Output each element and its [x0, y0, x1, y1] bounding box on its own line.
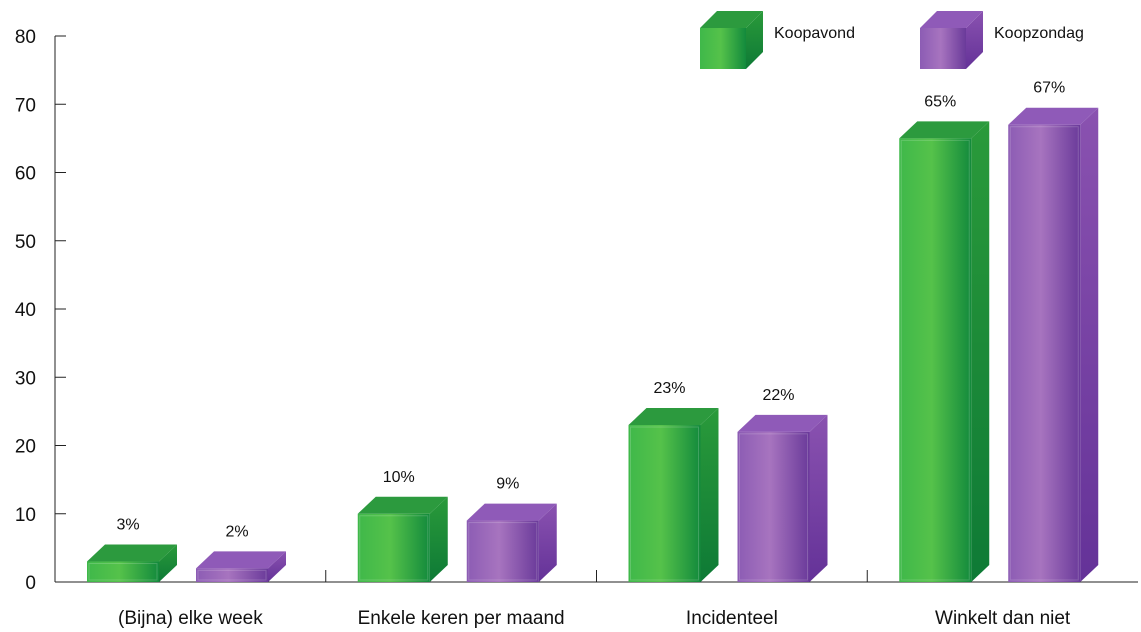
category-label: (Bijna) elke week	[118, 608, 263, 629]
legend-swatch	[700, 28, 746, 69]
legend-swatch-side	[966, 11, 983, 69]
bar-side	[700, 408, 719, 582]
legend-swatch-top	[700, 11, 763, 28]
bar-koopzondag-2	[737, 414, 828, 582]
bar-edge	[630, 426, 699, 581]
bar-side	[159, 544, 177, 582]
legend-swatch-side	[746, 11, 763, 69]
y-tick-label: 50	[15, 232, 36, 253]
category-labels: (Bijna) elke week Enkele keren per maand I…	[118, 608, 1071, 629]
bar-side	[538, 503, 557, 582]
bar-front	[466, 520, 539, 582]
category-label: Winkelt dan niet	[935, 608, 1071, 629]
data-label: 2%	[225, 523, 248, 540]
bar-front	[628, 425, 701, 582]
category-label: Enkele keren per maand	[358, 608, 565, 629]
y-tick-label: 60	[15, 164, 36, 185]
bar-koopavond-3	[899, 121, 990, 582]
legend: Koopavond Koopzondag	[700, 11, 1084, 69]
data-label: 23%	[653, 380, 685, 397]
bar-front	[87, 561, 159, 582]
bar-edge	[468, 522, 538, 581]
bar-edge	[359, 515, 429, 581]
bar-top	[196, 551, 286, 569]
y-tick-label: 80	[15, 27, 36, 48]
bar-side	[971, 121, 990, 582]
bar-koopavond-2	[628, 408, 719, 582]
bar-top	[87, 544, 177, 562]
bar-side	[809, 414, 828, 582]
data-label: 3%	[116, 517, 139, 534]
bar-edge	[1009, 126, 1079, 581]
y-ticks: 0 10 20 30 40 50 60 70 80	[15, 27, 66, 594]
bar-edge	[197, 569, 267, 581]
y-tick-label: 70	[15, 95, 36, 116]
legend-swatch-top	[920, 11, 983, 28]
bar-side	[429, 496, 448, 582]
bars	[87, 107, 1099, 582]
bar-edge	[739, 433, 808, 581]
bar-koopzondag-0	[196, 551, 286, 582]
data-label: 10%	[383, 469, 415, 486]
category-label: Incidenteel	[686, 608, 778, 629]
bar-front	[737, 431, 810, 582]
bar-koopavond-1	[357, 496, 448, 582]
x-ticks	[325, 570, 868, 582]
legend-swatch	[920, 28, 966, 69]
data-label: 67%	[1033, 80, 1065, 97]
y-tick-label: 30	[15, 368, 36, 389]
bar-top	[737, 414, 828, 432]
y-tick-label: 20	[15, 437, 36, 458]
legend-label: Koopavond	[774, 25, 855, 42]
y-tick-label: 10	[15, 505, 36, 526]
data-labels: 3% 2% 10% 9% 23% 22% 65% 67%	[116, 80, 1065, 541]
bar-front	[196, 568, 268, 582]
bar-top	[899, 121, 990, 139]
bar-koopzondag-1	[466, 503, 557, 582]
bar-side	[1080, 107, 1099, 582]
bar-side	[268, 551, 286, 582]
bar-top	[1008, 107, 1099, 125]
bar-top	[466, 503, 557, 521]
data-label: 65%	[924, 93, 956, 110]
bar-top	[628, 408, 719, 426]
legend-item-koopzondag: Koopzondag	[920, 11, 1084, 69]
bar-front	[899, 138, 972, 582]
bar-edge	[900, 139, 970, 581]
bar-edge	[88, 563, 158, 581]
data-label: 9%	[496, 476, 519, 493]
bar-koopavond-0	[87, 544, 177, 582]
bar-front	[1008, 124, 1081, 582]
y-tick-label: 0	[25, 573, 36, 594]
legend-item-koopavond: Koopavond	[700, 11, 855, 69]
y-tick-label: 40	[15, 300, 36, 321]
bar-front	[357, 513, 430, 582]
data-label: 22%	[762, 387, 794, 404]
bar-top	[357, 496, 448, 514]
legend-label: Koopzondag	[994, 25, 1084, 42]
bar-koopzondag-3	[1008, 107, 1099, 582]
